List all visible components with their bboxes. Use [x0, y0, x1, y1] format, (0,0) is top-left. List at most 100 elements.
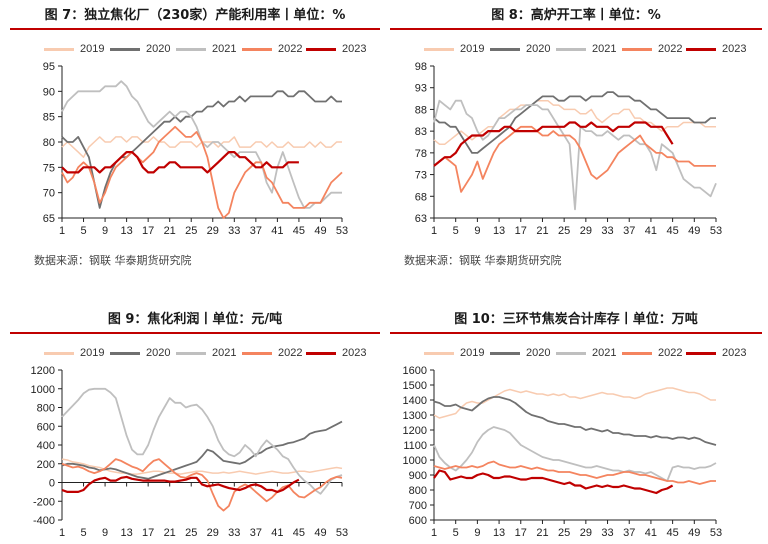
legend-label: 2019	[80, 347, 105, 359]
y-tick-label: 63	[415, 213, 427, 225]
x-tick-label: 13	[120, 527, 132, 539]
legend-swatch	[176, 351, 206, 355]
series-line-2019	[433, 99, 716, 145]
series-line-2022	[433, 460, 716, 485]
legend-item-2019: 2019	[44, 40, 104, 58]
chart-plot: 65 70 75 80 85 90 95 1 5 9 13 17 21 25 29 33 37 41 45 49 53	[43, 61, 348, 237]
title-divider	[10, 332, 380, 334]
legend-swatch	[306, 47, 336, 51]
legend-swatch	[622, 47, 652, 51]
x-tick-label: 17	[515, 225, 527, 237]
legend-swatch	[556, 351, 586, 355]
legend-label: 2022	[278, 43, 303, 55]
y-tick-label: 78	[415, 148, 427, 160]
y-tick-label: 800	[409, 485, 427, 497]
x-tick-label: 25	[185, 225, 197, 237]
series-line-2020	[61, 420, 343, 480]
x-tick-label: 21	[536, 527, 548, 539]
series-line-2023	[61, 150, 299, 174]
x-tick-label: 45	[293, 225, 305, 237]
legend-item-2019: 2019	[424, 344, 484, 362]
x-tick-label: 9	[474, 527, 480, 539]
y-tick-label: 1000	[31, 384, 55, 396]
series-line-2019	[61, 458, 343, 475]
x-tick-label: 1	[59, 527, 65, 539]
x-tick-label: 1	[431, 527, 437, 539]
legend-swatch	[110, 351, 140, 355]
x-tick-label: 5	[80, 225, 86, 237]
legend-label: 2022	[658, 43, 683, 55]
source-note: 数据来源：钢联 华泰期货研究院	[34, 254, 192, 267]
legend-label: 2020	[526, 43, 551, 55]
chart-panel-3: 图 9：焦化利润丨单位：元/吨 2019 2020 2021 2022 2023 -40…	[10, 310, 380, 540]
legend-label: 2019	[460, 43, 485, 55]
legend-label: 2021	[212, 43, 237, 55]
x-tick-label: 53	[710, 225, 722, 237]
legend-label: 2023	[342, 43, 367, 55]
y-tick-label: 1500	[403, 380, 427, 392]
series-line-2023	[61, 475, 300, 493]
legend-label: 2019	[460, 347, 485, 359]
x-tick-label: 9	[102, 225, 108, 237]
legend-swatch	[556, 47, 586, 51]
title-divider	[390, 28, 762, 30]
legend-label: 2023	[722, 43, 747, 55]
legend-swatch	[424, 351, 454, 355]
x-tick-label: 17	[142, 527, 154, 539]
x-tick-label: 37	[250, 225, 262, 237]
legend-label: 2023	[722, 347, 747, 359]
y-tick-label: 73	[415, 170, 427, 182]
x-tick-label: 17	[142, 225, 154, 237]
x-tick-label: 21	[164, 225, 176, 237]
source-note: 数据来源：钢联 华泰期货研究院	[404, 254, 562, 267]
x-tick-label: 41	[271, 527, 283, 539]
chart-title: 图 8：高炉开工率丨单位：%	[491, 8, 661, 23]
title-divider	[390, 332, 762, 334]
legend: 2019 2020 2021 2022 2023	[10, 344, 380, 362]
x-tick-label: 45	[293, 527, 305, 539]
y-tick-label: 95	[43, 61, 55, 73]
legend-swatch	[110, 47, 140, 51]
y-tick-label: 83	[415, 126, 427, 138]
legend-item-2023: 2023	[306, 40, 366, 58]
legend-label: 2020	[146, 43, 171, 55]
x-tick-label: 33	[601, 225, 613, 237]
x-tick-label: 33	[228, 527, 240, 539]
legend-item-2020: 2020	[490, 344, 550, 362]
x-tick-label: 53	[336, 225, 348, 237]
title-divider	[10, 28, 380, 30]
x-tick-label: 13	[493, 225, 505, 237]
legend-item-2023: 2023	[306, 344, 366, 362]
legend: 2019 2020 2021 2022 2023	[390, 40, 762, 58]
y-tick-label: 88	[415, 104, 427, 116]
legend-label: 2019	[80, 43, 105, 55]
series-line-2022	[61, 458, 343, 512]
x-tick-label: 25	[558, 527, 570, 539]
x-tick-label: 49	[314, 527, 326, 539]
x-tick-label: 1	[431, 225, 437, 237]
x-tick-label: 53	[336, 527, 348, 539]
y-tick-label: 68	[415, 191, 427, 203]
legend-label: 2021	[592, 347, 617, 359]
legend-swatch	[242, 47, 272, 51]
series-line-2020	[433, 396, 717, 446]
series-line-2021	[433, 99, 717, 211]
y-tick-label: 200	[37, 459, 55, 471]
legend-item-2021: 2021	[176, 344, 236, 362]
x-tick-label: 37	[250, 527, 262, 539]
x-tick-label: 49	[688, 527, 700, 539]
series-line-2021	[61, 387, 343, 495]
y-tick-label: 1200	[403, 425, 427, 437]
legend-item-2022: 2022	[622, 344, 682, 362]
legend-item-2019: 2019	[424, 40, 484, 58]
y-tick-label: 600	[409, 515, 427, 527]
x-tick-label: 9	[474, 225, 480, 237]
x-tick-label: 45	[666, 225, 678, 237]
legend-swatch	[424, 47, 454, 51]
legend-item-2021: 2021	[556, 344, 616, 362]
x-tick-label: 5	[80, 527, 86, 539]
y-tick-label: 1200	[31, 365, 55, 377]
x-tick-label: 21	[536, 225, 548, 237]
y-tick-label: 1100	[403, 440, 427, 452]
y-tick-label: 700	[409, 500, 427, 512]
